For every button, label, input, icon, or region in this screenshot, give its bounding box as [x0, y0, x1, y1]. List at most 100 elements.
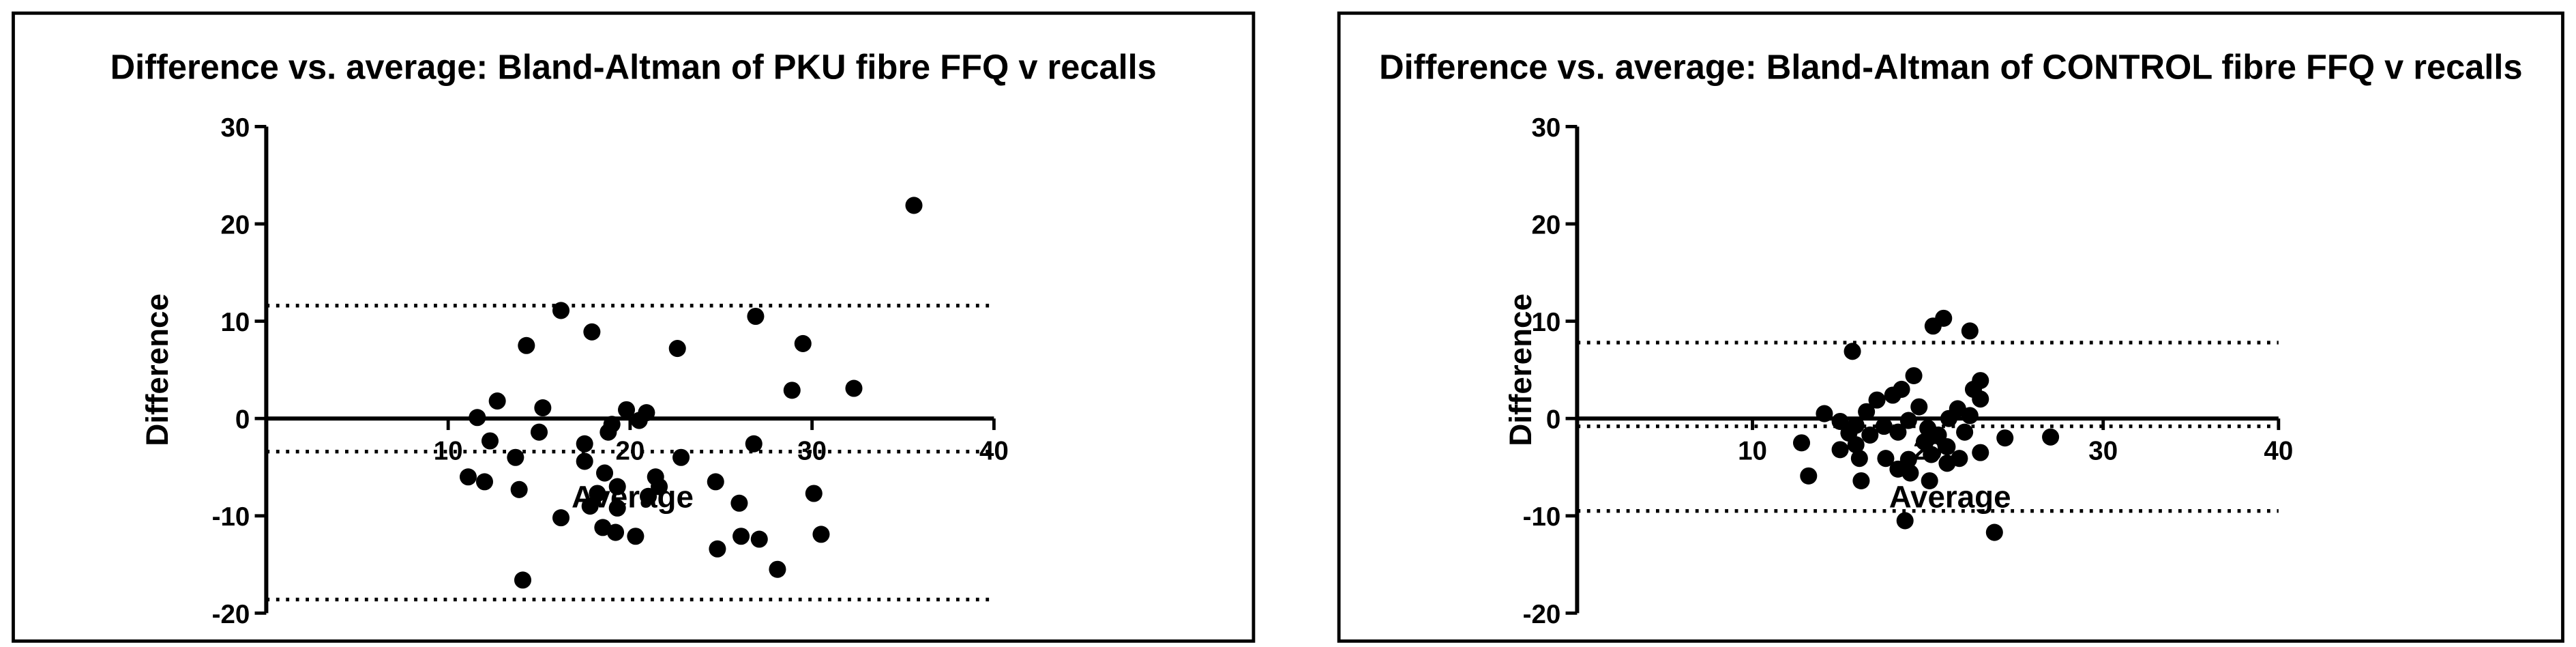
- y-tick-label: 20: [220, 210, 250, 240]
- point: [630, 412, 648, 429]
- point: [459, 468, 477, 486]
- point: [1884, 386, 1901, 404]
- point: [518, 336, 535, 354]
- point: [1831, 412, 1849, 431]
- y-tick-label: 10: [1531, 308, 1560, 337]
- point: [1899, 412, 1917, 429]
- point: [845, 379, 863, 397]
- point: [469, 409, 486, 427]
- panel-frame: [12, 11, 1256, 643]
- point: [783, 382, 801, 399]
- x-axis-label: Average: [1889, 479, 2011, 514]
- point: [732, 528, 750, 545]
- chart-title: Difference vs. average: Bland-Altman of …: [110, 48, 1157, 87]
- x-tick-label: 30: [797, 436, 827, 465]
- point: [583, 323, 601, 341]
- panel-frame: [1337, 11, 2564, 643]
- point: [618, 401, 636, 418]
- point: [530, 423, 548, 441]
- point: [1850, 450, 1868, 468]
- point: [552, 509, 570, 527]
- point: [475, 473, 494, 491]
- point: [750, 530, 768, 548]
- point: [1831, 441, 1849, 459]
- point: [1792, 434, 1811, 452]
- point: [905, 197, 923, 214]
- chart-title: Difference vs. average: Bland-Altman of …: [1379, 48, 2523, 87]
- point: [1905, 366, 1923, 385]
- point: [1961, 322, 1979, 340]
- point: [709, 540, 726, 558]
- x-tick-label: 10: [1738, 436, 1767, 465]
- point: [812, 526, 830, 543]
- point: [1847, 436, 1865, 454]
- point: [747, 307, 765, 326]
- y-axis-label: Difference: [1503, 293, 1538, 446]
- x-tick-label: 10: [434, 436, 463, 465]
- point: [1924, 317, 1942, 335]
- point: [607, 523, 625, 541]
- point: [599, 423, 617, 441]
- point: [608, 478, 626, 495]
- x-tick-label: 30: [2088, 436, 2118, 465]
- point: [552, 302, 570, 319]
- y-tick-label: 0: [235, 405, 250, 435]
- point: [1972, 444, 1989, 461]
- point: [1929, 426, 1947, 444]
- point: [1861, 426, 1879, 444]
- y-tick-label: 20: [1531, 210, 1560, 240]
- point: [1938, 438, 1956, 456]
- point: [1921, 472, 1938, 489]
- point: [589, 485, 606, 502]
- point: [769, 560, 786, 578]
- y-tick-label: -20: [1523, 600, 1561, 629]
- point: [651, 478, 668, 495]
- point: [1901, 464, 1919, 482]
- point: [488, 392, 506, 410]
- point: [581, 498, 599, 515]
- point: [794, 334, 812, 352]
- point: [576, 435, 593, 452]
- point: [1972, 390, 1989, 408]
- point: [1877, 450, 1895, 468]
- point: [627, 528, 645, 545]
- x-tick-label: 40: [2264, 436, 2293, 465]
- point: [1938, 455, 1956, 472]
- y-tick-label: -20: [212, 600, 250, 629]
- x-tick-label: 20: [615, 436, 645, 465]
- point: [1889, 423, 1907, 441]
- x-tick-label: 40: [979, 436, 1009, 465]
- point: [1940, 409, 1958, 427]
- point: [514, 571, 532, 589]
- point: [805, 485, 823, 502]
- point: [1985, 523, 2003, 541]
- point: [707, 473, 724, 491]
- point: [1875, 418, 1893, 435]
- point: [730, 494, 748, 512]
- y-tick-label: 0: [1546, 405, 1560, 435]
- point: [1996, 429, 2014, 447]
- point: [1868, 391, 1886, 409]
- point: [640, 487, 657, 505]
- y-tick-label: 10: [220, 308, 250, 337]
- point: [596, 464, 614, 482]
- point: [672, 448, 690, 466]
- y-axis-label: Difference: [140, 293, 175, 446]
- point: [1956, 423, 1974, 441]
- point: [608, 499, 626, 517]
- point: [1896, 512, 1914, 530]
- y-tick-label: -10: [212, 502, 250, 532]
- point: [2042, 428, 2060, 446]
- point: [510, 480, 528, 498]
- y-tick-label: -10: [1523, 502, 1561, 532]
- point: [1910, 398, 1928, 416]
- point: [481, 432, 499, 450]
- point: [1844, 343, 1861, 360]
- point: [507, 448, 524, 466]
- point: [1816, 405, 1833, 422]
- point: [576, 452, 593, 470]
- point: [1961, 407, 1979, 425]
- point: [1852, 472, 1870, 489]
